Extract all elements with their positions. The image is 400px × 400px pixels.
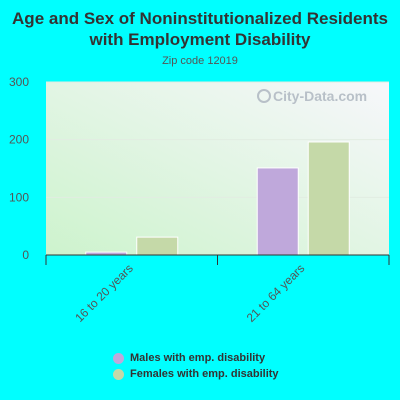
watermark-icon — [257, 89, 271, 103]
y-axis: 0 100 200 300 — [9, 75, 29, 262]
x-category-label: 16 to 20 years — [72, 261, 136, 325]
legend-label-males: Males with emp. disability — [130, 352, 266, 364]
watermark-text: City-Data.com — [273, 88, 367, 104]
category-labels: 16 to 20 years 21 to 64 years — [72, 261, 307, 325]
legend-swatch-females — [113, 368, 124, 380]
legend-label-females: Females with emp. disability — [130, 368, 279, 380]
chart-subtitle: Zip code 12019 — [162, 55, 238, 67]
legend-item-females: Females with emp. disability — [113, 366, 279, 382]
legend-item-males: Males with emp. disability — [113, 350, 279, 366]
chart-title: Age and Sex of Noninstitutionalized Resi… — [12, 9, 388, 49]
x-axis — [45, 254, 390, 265]
y-tick-label: 200 — [9, 133, 29, 147]
y-tick-label: 100 — [9, 190, 29, 204]
legend: Males with emp. disability Females with … — [113, 350, 279, 382]
bars — [85, 141, 350, 256]
watermark: City-Data.com — [257, 88, 367, 104]
y-tick-label: 0 — [22, 248, 29, 262]
bar-males-1 — [256, 167, 299, 256]
legend-swatch-males — [113, 352, 124, 364]
y-tick-label: 300 — [9, 75, 29, 89]
x-category-label: 21 to 64 years — [244, 261, 308, 325]
bar-females-1 — [307, 141, 350, 256]
bar-females-0 — [136, 236, 179, 256]
